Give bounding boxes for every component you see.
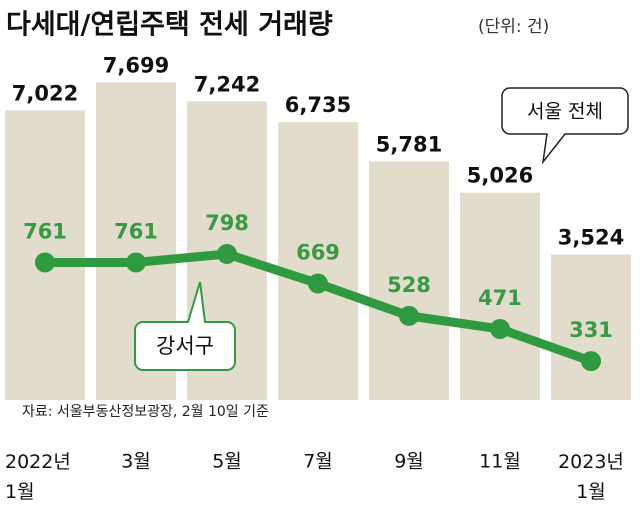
callout-box — [501, 87, 629, 165]
chart-subtitle: (단위: 건) — [478, 17, 549, 37]
x-tick-label: 7월 — [303, 451, 333, 473]
bar-value-label: 7,699 — [103, 53, 169, 77]
line-value-label: 761 — [23, 219, 67, 243]
line-value-label: 528 — [387, 273, 431, 297]
line-value-label: 798 — [205, 211, 249, 235]
line-point — [308, 273, 328, 294]
chart-title: 다세대/연립주택 전세 거래량 — [6, 10, 333, 41]
line-value-label: 331 — [569, 318, 613, 342]
x-tick-label: 2023년 1월 — [558, 451, 624, 503]
legend-label: 강서구 — [156, 334, 214, 358]
line-value-label: 761 — [114, 219, 158, 243]
x-tick-label: 2022년 1월 — [5, 451, 71, 503]
line-point — [399, 305, 419, 326]
bar-value-label: 6,735 — [285, 93, 351, 117]
x-tick-label: 5월 — [212, 451, 242, 473]
source-note: 자료: 서울부동산정보광장, 2월 10일 기준 — [22, 404, 269, 420]
line-point — [490, 318, 510, 339]
x-tick-label: 11월 — [479, 451, 521, 473]
x-tick-label: 9월 — [394, 451, 424, 473]
bar — [369, 161, 449, 400]
legend-label: 서울 전체 — [527, 101, 603, 123]
line-point — [581, 351, 601, 372]
bar — [278, 122, 358, 401]
bar-value-label: 5,026 — [467, 164, 533, 188]
line-value-label: 471 — [478, 286, 522, 310]
bar-value-label: 7,242 — [194, 72, 260, 96]
line-point — [35, 252, 55, 273]
x-tick-label: 3월 — [121, 451, 151, 473]
line-point — [217, 243, 237, 264]
bar-value-label: 7,022 — [12, 81, 78, 105]
bar-value-label: 3,524 — [558, 226, 624, 250]
bar — [460, 192, 540, 400]
line-value-label: 669 — [296, 241, 340, 265]
bar-value-label: 5,781 — [376, 133, 442, 157]
callout-box — [134, 281, 236, 371]
line-point — [126, 252, 146, 273]
bar — [551, 254, 631, 400]
